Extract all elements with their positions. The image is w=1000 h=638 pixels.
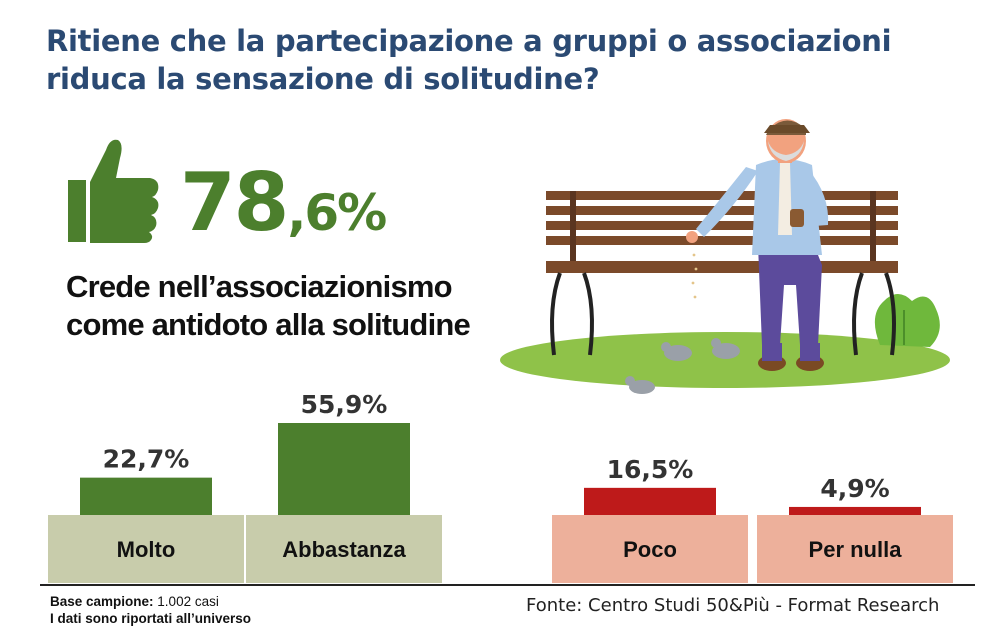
thumbs-up-icon	[68, 139, 159, 243]
value-label-per-nulla: 4,9%	[820, 474, 889, 503]
category-label-per-nulla: Per nulla	[809, 537, 903, 562]
bar-per-nulla	[789, 506, 921, 515]
category-box-abbastanza	[246, 515, 442, 583]
page-title: Ritiene che la partecipazione a gruppi o…	[46, 22, 946, 98]
footer-divider	[40, 584, 975, 586]
category-label-abbastanza: Abbastanza	[282, 537, 406, 562]
title-line-1: Ritiene che la partecipazione a gruppi o…	[46, 24, 892, 58]
summary-percentage-int: 78	[180, 156, 289, 249]
sample-base-value: 1.002 casi	[153, 594, 219, 609]
summary-percentage-dec: ,6%	[287, 184, 387, 242]
sample-base-label: Base campione:	[50, 594, 154, 609]
category-box-per-nulla	[757, 515, 953, 583]
summary-caption: Crede nell’associazionismo come antidoto…	[66, 268, 506, 344]
category-label-molto: Molto	[117, 537, 176, 562]
category-box-poco	[552, 515, 748, 583]
summary-percentage: 78,6%	[180, 156, 387, 249]
value-label-abbastanza: 55,9%	[301, 390, 388, 419]
title-line-2: riduca la sensazione di solitudine?	[46, 62, 600, 96]
summary-caption-line-1: Crede nell’associazionismo	[66, 269, 453, 304]
sample-note: Base campione: 1.002 casi I dati sono ri…	[50, 593, 251, 627]
summary-caption-line-2: come antidoto alla solitudine	[66, 307, 471, 342]
source-note: Fonte: Centro Studi 50&Più - Format Rese…	[526, 595, 940, 616]
bench-illustration	[500, 119, 950, 394]
category-box-molto	[48, 515, 244, 583]
bar-molto	[80, 477, 212, 515]
bar-abbastanza	[278, 423, 410, 515]
bar-poco	[584, 487, 716, 515]
value-label-molto: 22,7%	[103, 445, 190, 474]
value-label-poco: 16,5%	[607, 455, 694, 484]
universe-note: I dati sono riportati all’universo	[50, 611, 252, 626]
category-label-poco: Poco	[623, 537, 677, 562]
